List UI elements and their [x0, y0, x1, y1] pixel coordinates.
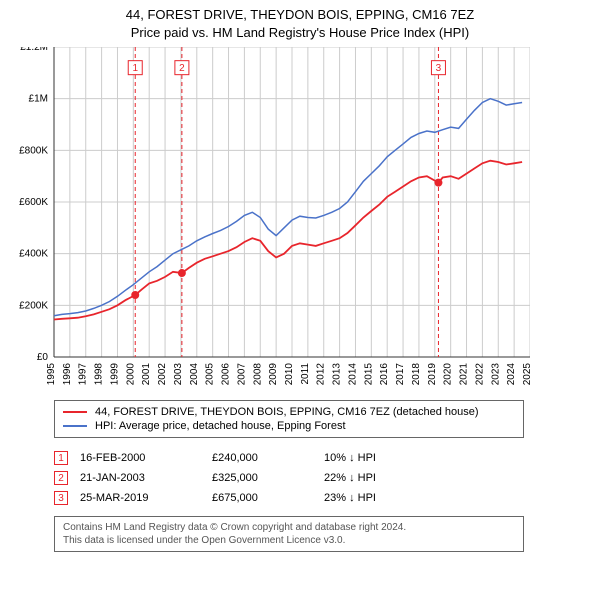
chart-container: 44, FOREST DRIVE, THEYDON BOIS, EPPING, …: [0, 0, 600, 590]
svg-text:1999: 1999: [109, 363, 120, 386]
svg-text:1995: 1995: [46, 363, 57, 386]
footer-line-1: Contains HM Land Registry data © Crown c…: [63, 521, 515, 534]
svg-text:2005: 2005: [205, 363, 216, 386]
legend-swatch-2: [63, 425, 87, 427]
legend-row-1: 44, FOREST DRIVE, THEYDON BOIS, EPPING, …: [63, 405, 515, 419]
svg-text:£400K: £400K: [19, 249, 48, 260]
tx-date-3: 25-MAR-2019: [80, 492, 200, 504]
svg-text:2014: 2014: [347, 363, 358, 386]
legend-label-2: HPI: Average price, detached house, Eppi…: [95, 420, 346, 432]
svg-text:2020: 2020: [443, 363, 454, 386]
svg-text:2010: 2010: [284, 363, 295, 386]
svg-text:2008: 2008: [252, 363, 263, 386]
tx-delta-1: 10% ↓ HPI: [324, 452, 424, 464]
svg-text:£1.2M: £1.2M: [20, 47, 48, 53]
svg-text:1997: 1997: [78, 363, 89, 386]
svg-text:2009: 2009: [268, 363, 279, 386]
tx-marker-1: 1: [54, 451, 68, 465]
svg-text:£800K: £800K: [19, 145, 48, 156]
svg-text:2022: 2022: [474, 363, 485, 386]
svg-text:2001: 2001: [141, 363, 152, 386]
svg-text:2017: 2017: [395, 363, 406, 386]
svg-text:1996: 1996: [62, 363, 73, 386]
svg-text:2011: 2011: [300, 363, 311, 385]
svg-text:£1M: £1M: [29, 94, 48, 105]
svg-text:£600K: £600K: [19, 197, 48, 208]
tx-delta-2: 22% ↓ HPI: [324, 472, 424, 484]
svg-text:2025: 2025: [522, 363, 530, 386]
legend-box: 44, FOREST DRIVE, THEYDON BOIS, EPPING, …: [54, 400, 524, 438]
legend-swatch-1: [63, 411, 87, 413]
svg-text:2019: 2019: [427, 363, 438, 386]
tx-price-1: £240,000: [212, 452, 312, 464]
footer-box: Contains HM Land Registry data © Crown c…: [54, 516, 524, 552]
svg-text:2002: 2002: [157, 363, 168, 386]
svg-text:2021: 2021: [459, 363, 470, 386]
svg-text:2018: 2018: [411, 363, 422, 386]
svg-text:2003: 2003: [173, 363, 184, 386]
svg-text:2024: 2024: [506, 363, 517, 386]
svg-text:2000: 2000: [125, 363, 136, 386]
svg-text:£0: £0: [37, 352, 49, 363]
svg-text:2006: 2006: [221, 363, 232, 386]
svg-text:2004: 2004: [189, 363, 200, 386]
tx-date-2: 21-JAN-2003: [80, 472, 200, 484]
chart-svg: £0 £200K £400K £600K £800K £1M £1.2M 1995 1996 19…: [10, 47, 530, 387]
svg-text:2023: 2023: [490, 363, 501, 386]
svg-text:2: 2: [179, 63, 185, 74]
chart-area: £0 £200K £400K £600K £800K £1M £1.2M 1995 1996 19…: [10, 47, 590, 392]
tx-date-1: 16-FEB-2000: [80, 452, 200, 464]
svg-text:1: 1: [132, 63, 138, 74]
tx-price-2: £325,000: [212, 472, 312, 484]
title-block: 44, FOREST DRIVE, THEYDON BOIS, EPPING, …: [0, 0, 600, 41]
svg-text:2007: 2007: [236, 363, 247, 386]
svg-text:£200K: £200K: [19, 300, 48, 311]
tx-row-2: 2 21-JAN-2003 £325,000 22% ↓ HPI: [54, 468, 588, 488]
tx-row-1: 1 16-FEB-2000 £240,000 10% ↓ HPI: [54, 448, 588, 468]
svg-text:2012: 2012: [316, 363, 327, 386]
tx-row-3: 3 25-MAR-2019 £675,000 23% ↓ HPI: [54, 488, 588, 508]
svg-text:1998: 1998: [94, 363, 105, 386]
svg-text:2013: 2013: [332, 363, 343, 386]
tx-marker-3: 3: [54, 491, 68, 505]
tx-price-3: £675,000: [212, 492, 312, 504]
transactions-table: 1 16-FEB-2000 £240,000 10% ↓ HPI 2 21-JA…: [54, 448, 588, 508]
svg-text:3: 3: [436, 63, 442, 74]
tx-marker-2: 2: [54, 471, 68, 485]
legend-row-2: HPI: Average price, detached house, Eppi…: [63, 419, 515, 433]
legend-label-1: 44, FOREST DRIVE, THEYDON BOIS, EPPING, …: [95, 406, 479, 418]
title-line-1: 44, FOREST DRIVE, THEYDON BOIS, EPPING, …: [0, 6, 600, 24]
svg-text:2016: 2016: [379, 363, 390, 386]
title-line-2: Price paid vs. HM Land Registry's House …: [0, 24, 600, 42]
svg-text:2015: 2015: [363, 363, 374, 386]
footer-line-2: This data is licensed under the Open Gov…: [63, 534, 515, 547]
tx-delta-3: 23% ↓ HPI: [324, 492, 424, 504]
